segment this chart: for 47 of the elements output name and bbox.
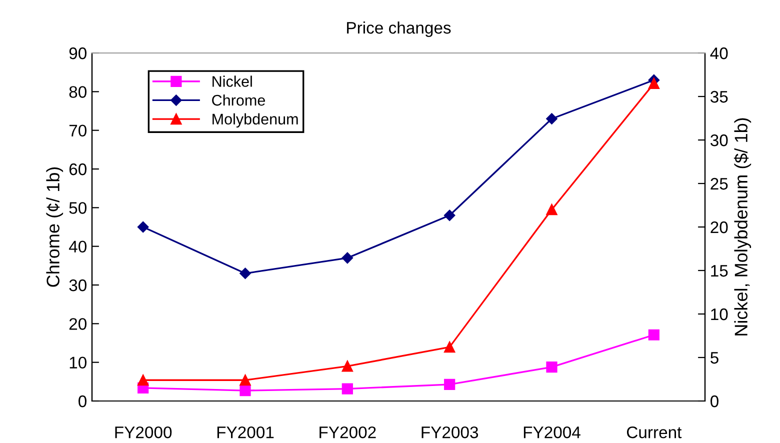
y2-tick-label: 30 bbox=[710, 134, 728, 146]
x-tick-label: FY2000 bbox=[115, 426, 172, 438]
y-tick-label: 30 bbox=[69, 279, 86, 292]
y-tick-label: 60 bbox=[69, 163, 86, 176]
y-tick-label: 20 bbox=[69, 318, 86, 330]
legend-label: Molybdenum bbox=[212, 113, 298, 128]
y-tick-label: 70 bbox=[69, 124, 86, 137]
y-tick-label: 10 bbox=[70, 356, 86, 369]
point bbox=[342, 360, 353, 372]
y2-tick-label: 5 bbox=[710, 352, 718, 364]
x-tick-label: FY2002 bbox=[320, 426, 376, 438]
point bbox=[240, 268, 251, 280]
y2-tick-label: 15 bbox=[711, 265, 728, 277]
y2-tick-label: 35 bbox=[710, 90, 728, 103]
point bbox=[444, 210, 456, 222]
point bbox=[240, 374, 251, 386]
x-tick-label: FY2001 bbox=[217, 426, 274, 438]
y2-tick-label: 0 bbox=[710, 395, 718, 408]
legend-label: Nickel bbox=[212, 76, 252, 87]
y-tick-label: 50 bbox=[69, 202, 86, 214]
y2-tick-label: 25 bbox=[710, 178, 728, 190]
x-tick-label: FY2004 bbox=[524, 426, 580, 438]
point bbox=[546, 113, 558, 124]
y2-tick-label: 20 bbox=[710, 221, 728, 234]
y2-tick-label: 10 bbox=[711, 308, 728, 320]
y-tick-label: 0 bbox=[78, 395, 86, 408]
y2-tick-label: 40 bbox=[710, 47, 728, 60]
chart-title: Price changes bbox=[347, 21, 451, 38]
point bbox=[444, 342, 456, 353]
y-tick-label: 90 bbox=[69, 47, 86, 60]
y2-axis-title: Nickel, Molybdenum ($/ 1b) bbox=[734, 118, 752, 336]
point bbox=[546, 204, 558, 216]
point bbox=[137, 221, 149, 233]
point bbox=[138, 374, 149, 386]
point bbox=[342, 252, 354, 264]
x-tick-label: FY2003 bbox=[422, 426, 478, 438]
y-tick-label: 80 bbox=[69, 86, 86, 98]
legend-label: Chrome bbox=[212, 94, 265, 106]
point bbox=[546, 362, 558, 373]
point bbox=[648, 78, 660, 90]
y-axis-title: Chrome (¢/ 1b) bbox=[46, 167, 64, 287]
y-tick-label: 40 bbox=[68, 240, 86, 253]
x-tick-label: Current bbox=[626, 426, 682, 438]
point bbox=[342, 383, 353, 394]
point bbox=[648, 329, 660, 340]
point bbox=[240, 385, 251, 396]
point bbox=[444, 378, 456, 390]
